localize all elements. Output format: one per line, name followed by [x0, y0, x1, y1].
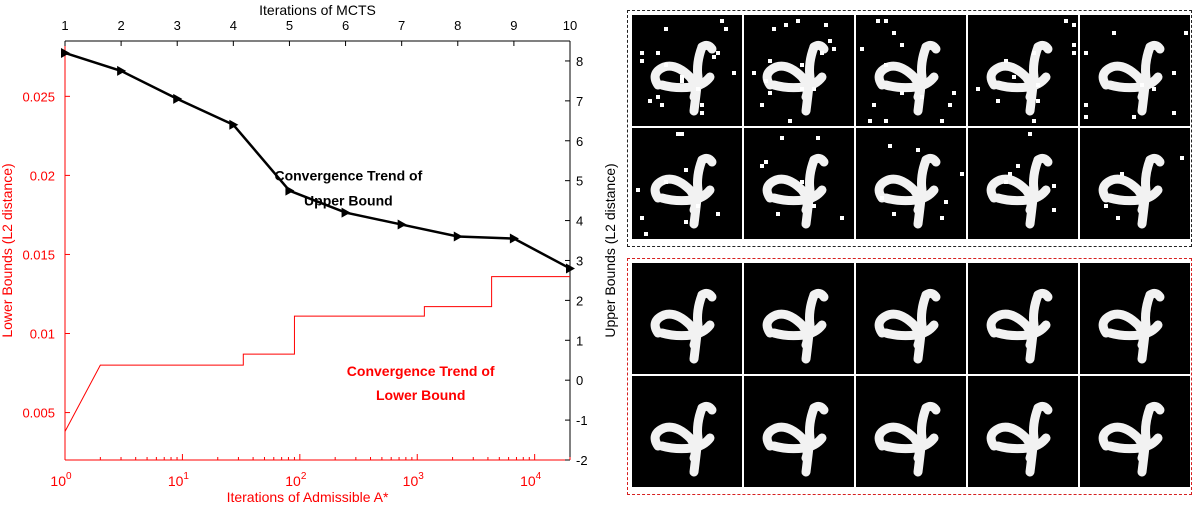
upper-digit-image [744, 128, 854, 239]
digit-four-icon [1098, 153, 1184, 229]
digit-four-icon [752, 19, 836, 123]
digit-four-icon [1098, 401, 1165, 477]
upper-bound-marker [566, 263, 575, 274]
lower-digit-image [744, 263, 854, 374]
lower-bound-annotation: Lower Bound [376, 387, 465, 403]
digit-four-icon [762, 401, 829, 477]
digit-four-icon [760, 136, 844, 229]
top-tick-label: 4 [230, 18, 237, 33]
upper-digit-image [968, 128, 1078, 239]
upper-bound-marker [509, 233, 519, 244]
right-tick-label: 4 [576, 214, 583, 229]
top-axis-title: Iterations of MCTS [259, 2, 376, 18]
right-tick-label: -1 [576, 413, 588, 428]
digit-four-icon [874, 401, 941, 477]
top-tick-label: 8 [454, 18, 461, 33]
right-tick-label: -2 [576, 453, 588, 468]
digit-four-icon [640, 19, 736, 116]
upper-bound-marker [453, 231, 463, 242]
bottom-tick-label: 100 [50, 471, 72, 489]
upper-bound-marker [397, 219, 407, 230]
lower-digit-image [632, 376, 742, 487]
upper-digit-image [1080, 128, 1190, 239]
digit-four-icon [874, 144, 964, 229]
top-tick-label: 3 [174, 18, 181, 33]
lower-bound-image-panel [627, 258, 1192, 495]
upper-bound-marker [173, 93, 183, 104]
upper-digit-image [632, 15, 742, 126]
upper-digit-image [1080, 15, 1190, 126]
upper-bound-annotation: Upper Bound [304, 193, 393, 209]
upper-bound-marker [117, 65, 127, 76]
top-tick-label: 5 [286, 18, 293, 33]
top-tick-label: 9 [510, 18, 517, 33]
left-tick-label: 0.02 [30, 168, 55, 183]
bottom-tick-label: 103 [403, 471, 425, 489]
upper-digit-image [968, 15, 1078, 126]
lower-digit-image [1080, 263, 1190, 374]
left-tick-label: 0.01 [30, 327, 55, 342]
bottom-tick-label: 102 [285, 471, 307, 489]
dual-bound-chart: 1 2 3 4 5 6 7 8 9 10 Iterations of MCTS -2 -1 0 1 2 3 4 5 6… [0, 2, 618, 505]
top-tick-label: 7 [398, 18, 405, 33]
upper-digit-image [856, 15, 966, 126]
top-tick-label: 6 [342, 18, 349, 33]
upper-bound-line [64, 51, 571, 270]
digit-four-icon [874, 288, 941, 364]
right-tick-label: 2 [576, 293, 583, 308]
lower-digit-image [1080, 376, 1190, 487]
lower-bound-line [64, 276, 570, 432]
left-axis-title: Lower Bounds (L2 distance) [0, 163, 15, 337]
bottom-axis-title: Iterations of Admissible A* [227, 489, 389, 505]
digit-four-icon [650, 401, 717, 477]
digit-four-icon [986, 132, 1056, 229]
bottom-tick-label: 101 [168, 471, 190, 489]
lower-digit-image [968, 376, 1078, 487]
upper-digit-image [632, 128, 742, 239]
top-tick-label: 1 [61, 18, 68, 33]
upper-image-grid [632, 15, 1190, 239]
upper-bound-marker [229, 119, 239, 130]
digit-four-icon [976, 19, 1076, 123]
lower-digit-image [968, 263, 1078, 374]
digit-four-icon [986, 288, 1053, 364]
lower-digit-image [856, 263, 966, 374]
digit-four-icon [1098, 288, 1165, 364]
digit-four-icon [1084, 31, 1188, 119]
digit-four-icon [636, 132, 720, 236]
right-tick-label: 6 [576, 134, 583, 149]
left-tick-label: 0.005 [22, 406, 55, 421]
right-tick-label: 7 [576, 94, 583, 109]
upper-bound-marker [61, 47, 70, 58]
top-tick-label: 2 [117, 18, 124, 33]
right-tick-label: 0 [576, 373, 583, 388]
digit-four-icon [860, 19, 956, 123]
right-tick-label: 5 [576, 174, 583, 189]
upper-digit-image [744, 15, 854, 126]
right-axis-title: Upper Bounds (L2 distance) [602, 163, 618, 337]
lower-digit-image [856, 376, 966, 487]
upper-bound-marker [341, 207, 351, 218]
upper-bound-image-panel [627, 10, 1192, 247]
digit-four-icon [986, 401, 1053, 477]
bottom-tick-label: 104 [520, 471, 542, 489]
digit-four-icon [650, 288, 717, 364]
upper-bound-marker [285, 185, 295, 196]
right-tick-label: 3 [576, 253, 583, 268]
digit-four-icon [762, 288, 829, 364]
upper-bound-annotation: Convergence Trend of [274, 168, 422, 184]
lower-image-grid [632, 263, 1190, 487]
lower-digit-image [632, 263, 742, 374]
left-tick-label: 0.015 [22, 247, 55, 262]
lower-bound-annotation: Convergence Trend of [347, 363, 495, 379]
lower-digit-image [744, 376, 854, 487]
upper-digit-image [856, 128, 966, 239]
right-tick-label: 1 [576, 333, 583, 348]
top-tick-label: 10 [563, 18, 577, 33]
right-tick-label: 8 [576, 54, 583, 69]
left-tick-label: 0.025 [22, 89, 55, 104]
